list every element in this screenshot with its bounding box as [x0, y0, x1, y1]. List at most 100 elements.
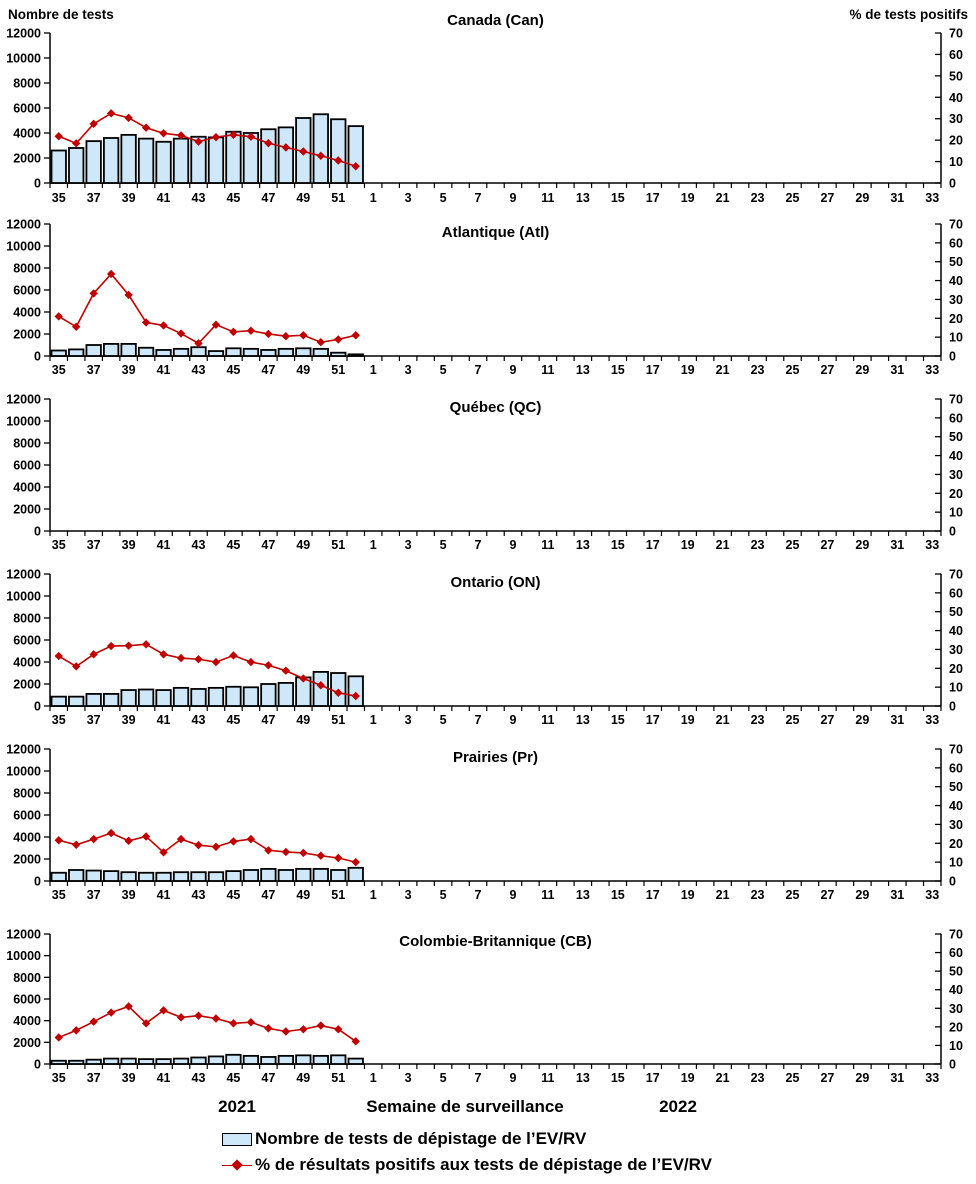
x-tick-label: 7	[475, 713, 482, 727]
chart-svg: 0 2000 4000 6000 8000 10000 12000 0 10 20 30 40 50 60…	[6, 928, 963, 1086]
y-left-tick-label: 4000	[13, 831, 41, 845]
x-tick-label: 5	[440, 713, 447, 727]
x-tick-label: 51	[331, 538, 345, 552]
x-tick-label: 29	[855, 191, 869, 205]
diamond-marker-icon	[334, 335, 343, 344]
x-tick-label: 23	[751, 363, 765, 377]
test-count-bar	[120, 342, 137, 357]
x-tick-label: 9	[509, 538, 516, 552]
y-right-tick-label: 60	[949, 48, 963, 62]
y-left-tick-label: 6000	[13, 634, 41, 648]
test-count-bar	[330, 1054, 347, 1065]
pct-positive-line-series	[54, 109, 360, 171]
x-tick-label: 51	[331, 191, 345, 205]
x-tick-label: 47	[261, 191, 275, 205]
chart-svg: 0 2000 4000 6000 8000 10000 12000 0 10 20 30 40 50 60…	[6, 743, 963, 903]
test-count-bar	[277, 1054, 294, 1065]
x-tick-label: 27	[820, 713, 834, 727]
tests-bars-series	[50, 866, 364, 882]
x-tick-label: 39	[122, 363, 136, 377]
x-tick-label: 3	[405, 888, 412, 902]
legend-item-tests: Nombre de tests de dépistage de l’EV/RV	[222, 1129, 586, 1149]
diamond-marker-icon	[351, 162, 360, 171]
test-count-bar	[347, 125, 364, 184]
x-tick-label: 15	[611, 1071, 625, 1085]
tests-bars-series	[50, 671, 364, 707]
y-right-tick-label: 20	[949, 662, 963, 676]
test-count-bar	[172, 1057, 190, 1065]
y-left-tick-label: 10000	[6, 590, 41, 604]
test-count-bar	[312, 347, 329, 357]
x-tick-label: 45	[226, 713, 240, 727]
diamond-marker-icon	[316, 338, 325, 347]
diamond-marker-icon	[124, 290, 133, 300]
panel-title: Prairies (Pr)	[453, 749, 538, 766]
test-count-bar	[260, 683, 277, 707]
test-count-bar	[85, 344, 102, 357]
y-right-tick-label: 30	[949, 1002, 963, 1016]
axes	[49, 749, 942, 882]
test-count-bar	[103, 1057, 120, 1065]
y-right-tick-label: 70	[949, 393, 963, 407]
diamond-marker-icon	[89, 289, 98, 298]
x-tick-label: 19	[681, 713, 695, 727]
diamond-marker-icon	[72, 840, 81, 849]
y-right-tick-label: 30	[949, 468, 963, 482]
y-right-tick-label: 50	[949, 430, 963, 444]
x-tick-label: 17	[646, 888, 660, 902]
y-left-tick-label: 10000	[6, 52, 41, 66]
tests-bars-series	[50, 342, 364, 357]
x-tick-label: 21	[716, 1071, 730, 1085]
x-tick-label: 51	[331, 363, 345, 377]
y-left-tick-label: 2000	[13, 152, 41, 166]
y-axis-right: 0 10 20 30 40 50 60 70	[935, 218, 963, 364]
x-tick-label: 41	[157, 888, 171, 902]
x-tick-label: 13	[576, 191, 590, 205]
x-tick-label: 49	[296, 363, 310, 377]
diamond-marker-icon	[72, 139, 81, 148]
test-count-bar	[295, 347, 312, 357]
diamond-marker-icon	[124, 113, 133, 123]
diamond-marker-icon	[141, 318, 151, 327]
x-tick-label: 27	[820, 191, 834, 205]
x-tick-label: 13	[576, 888, 590, 902]
y-axis-left: 0 2000 4000 6000 8000 10000 12000	[6, 928, 50, 1072]
y-right-tick-label: 50	[949, 255, 963, 269]
x-axis: 35 37 39 41 43 45 47 49 51 1 3 5 7 9 11 13 15 17 19 21 23 25 2…	[49, 1064, 942, 1085]
test-count-bar	[50, 1059, 67, 1065]
test-count-bar	[207, 1055, 225, 1065]
x-tick-label: 13	[576, 363, 590, 377]
x-tick-label: 5	[440, 888, 447, 902]
x-tick-label: 1	[370, 713, 377, 727]
test-count-bar	[347, 675, 364, 707]
y-right-tick-label: 40	[949, 91, 963, 105]
pct-positive-line	[58, 1005, 357, 1043]
y-right-tick-label: 60	[949, 236, 963, 250]
diamond-marker-icon	[281, 666, 291, 675]
x-tick-label: 25	[786, 713, 800, 727]
x-tick-label: 3	[405, 1071, 412, 1085]
diamond-marker-icon	[211, 1014, 221, 1023]
test-count-bar	[68, 348, 85, 357]
chart-panel-atlantique: 0 2000 4000 6000 8000 10000 12000 0 10 20 30 40 50 60…	[0, 210, 976, 385]
test-count-bar	[172, 686, 190, 707]
x-tick-label: 21	[716, 538, 730, 552]
x-tick-label: 37	[87, 191, 101, 205]
test-count-bar	[137, 137, 155, 184]
x-tick-label: 19	[681, 538, 695, 552]
test-count-bar	[277, 347, 294, 357]
test-count-bar	[103, 692, 120, 707]
x-tick-label: 37	[87, 713, 101, 727]
x-tick-label: 1	[370, 538, 377, 552]
chart-panel-colombie-britannique: 0 2000 4000 6000 8000 10000 12000 0 10 20 30 40 50 60…	[0, 912, 976, 1097]
diamond-marker-icon	[141, 640, 151, 649]
diamond-marker-icon	[229, 837, 238, 846]
diamond-marker-icon	[106, 109, 116, 118]
y-axis-right: 0 10 20 30 40 50 60 70	[935, 568, 963, 714]
x-tick-label: 7	[475, 888, 482, 902]
y-right-tick-label: 20	[949, 487, 963, 501]
x-tick-label: 33	[925, 888, 939, 902]
diamond-marker-icon	[246, 1018, 256, 1027]
test-count-bar	[260, 1056, 277, 1065]
diamond-marker-icon	[211, 320, 221, 329]
